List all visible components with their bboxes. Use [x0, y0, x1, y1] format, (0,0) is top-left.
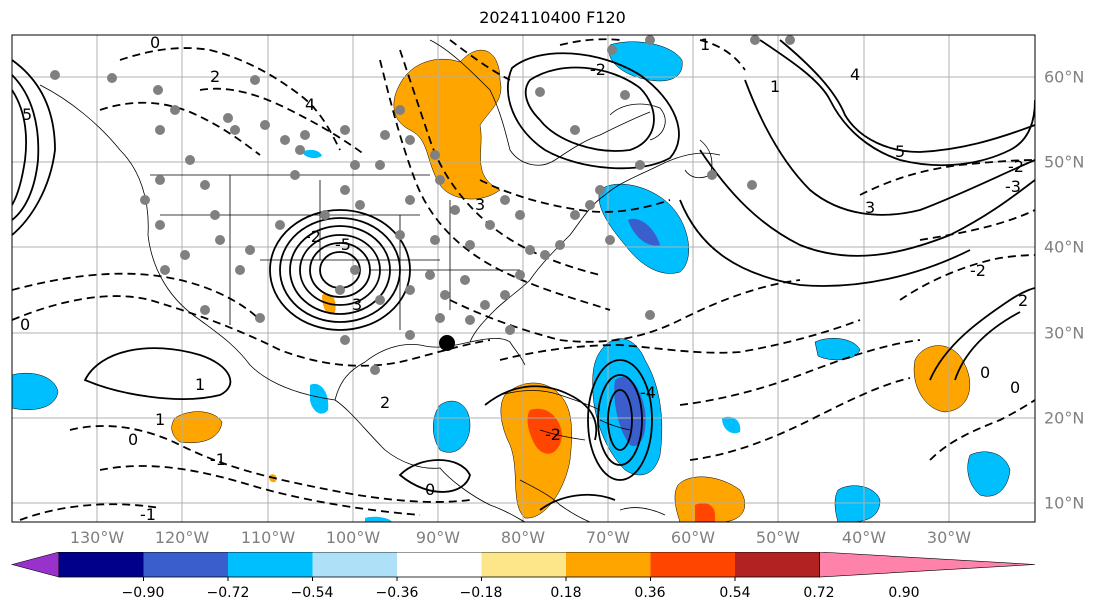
colorbar-segment — [481, 552, 566, 577]
contour-label: 3 — [865, 198, 875, 217]
colorbar-segment — [650, 552, 735, 577]
contour-label: 1 — [700, 35, 710, 54]
colorbar-tick-label: −0.36 — [375, 585, 419, 601]
lon-label: 100°W — [325, 528, 381, 547]
contour-label: -2 — [970, 261, 986, 280]
colorbar-extend-min — [10, 552, 60, 578]
lon-label: 90°W — [415, 528, 461, 547]
lat-label: 10°N — [1044, 493, 1085, 513]
gridlines — [12, 35, 1035, 522]
colorbar-tick-label: 0.72 — [803, 585, 835, 601]
lon-label: 110°W — [240, 528, 296, 547]
colorbar-segment — [566, 552, 651, 577]
dashed-contours — [12, 38, 1035, 521]
contour-label: 0 — [128, 430, 138, 449]
lon-label: 60°W — [670, 528, 716, 547]
highlight-station-dot — [439, 335, 455, 351]
contour-label: -3 — [1005, 177, 1021, 196]
map-frame — [11, 34, 1036, 523]
lat-label: 60°N — [1044, 67, 1085, 87]
contour-label: 1 — [155, 410, 165, 429]
colorbar-tick-label: −0.72 — [206, 585, 250, 601]
station-dots — [50, 35, 795, 375]
colorbar-tick-label: 0.36 — [634, 585, 666, 601]
lat-label: 40°N — [1044, 237, 1085, 257]
contour-label: -4 — [640, 383, 656, 402]
contour-label: -2 — [545, 425, 561, 444]
contour-label: 2 — [210, 67, 220, 86]
lat-label: 50°N — [1044, 152, 1085, 172]
contour-lines — [12, 39, 1035, 511]
colorbar-tick-label: −0.18 — [459, 585, 503, 601]
colorbar-segment — [397, 552, 482, 577]
colorbar-outline — [58, 552, 820, 578]
contour-label: -1 — [210, 450, 226, 469]
lon-label: 70°W — [585, 528, 631, 547]
colorbar-tick-label: −0.54 — [290, 585, 334, 601]
contour-label: -1 — [140, 505, 156, 524]
lon-label: 40°W — [841, 528, 887, 547]
contour-label: 4 — [305, 95, 315, 114]
contour-label: -2 — [590, 60, 606, 79]
lon-label: 50°W — [755, 528, 801, 547]
lon-label: 30°W — [926, 528, 972, 547]
contour-label: 0 — [150, 33, 160, 52]
colorbar-segment — [143, 552, 228, 577]
lat-label: 20°N — [1044, 408, 1085, 428]
lon-label: 130°W — [69, 528, 125, 547]
lat-label: 30°N — [1044, 323, 1085, 343]
contour-label: 3 — [475, 195, 485, 214]
contour-label: -5 — [335, 235, 351, 254]
colorbar-tick-label: 0.54 — [719, 585, 751, 601]
contour-label: -2 — [1008, 157, 1024, 176]
contour-label: 1 — [195, 375, 205, 394]
colorbar-segment — [735, 552, 820, 577]
colorbar-tick-label: −0.90 — [121, 585, 165, 601]
contour-label: 0 — [425, 480, 435, 499]
contour-label: 1 — [770, 77, 780, 96]
contour-label: 5 — [895, 142, 905, 161]
colorbar-tick-label: 0.18 — [550, 585, 582, 601]
contour-label: 3 — [352, 295, 362, 314]
colorbar-segment — [312, 552, 397, 577]
negative-anomaly-fills — [12, 41, 1011, 522]
contour-label: 0 — [980, 363, 990, 382]
contour-label: -2 — [305, 227, 321, 246]
colorbar-segment — [59, 552, 144, 577]
colorbar — [10, 552, 1036, 581]
contour-label: 5 — [22, 105, 32, 124]
colorbar-extend-max — [819, 552, 1036, 578]
contour-label: 2 — [1018, 291, 1028, 310]
lon-label: 80°W — [500, 528, 546, 547]
lon-label: 120°W — [154, 528, 210, 547]
contour-label: 2 — [380, 393, 390, 412]
map-title: 2024110400 F120 — [479, 8, 626, 27]
contour-label: 0 — [1010, 378, 1020, 397]
contour-label: 4 — [850, 65, 860, 84]
colorbar-segment — [228, 552, 313, 577]
contour-label-group: 0 2 4 1 2 5 1 0 -1 -1 -2 3 -5 0 -2 1 0 -… — [20, 33, 1028, 524]
colorbar-tick-label: 0.90 — [888, 585, 920, 601]
contour-label: 0 — [20, 315, 30, 334]
